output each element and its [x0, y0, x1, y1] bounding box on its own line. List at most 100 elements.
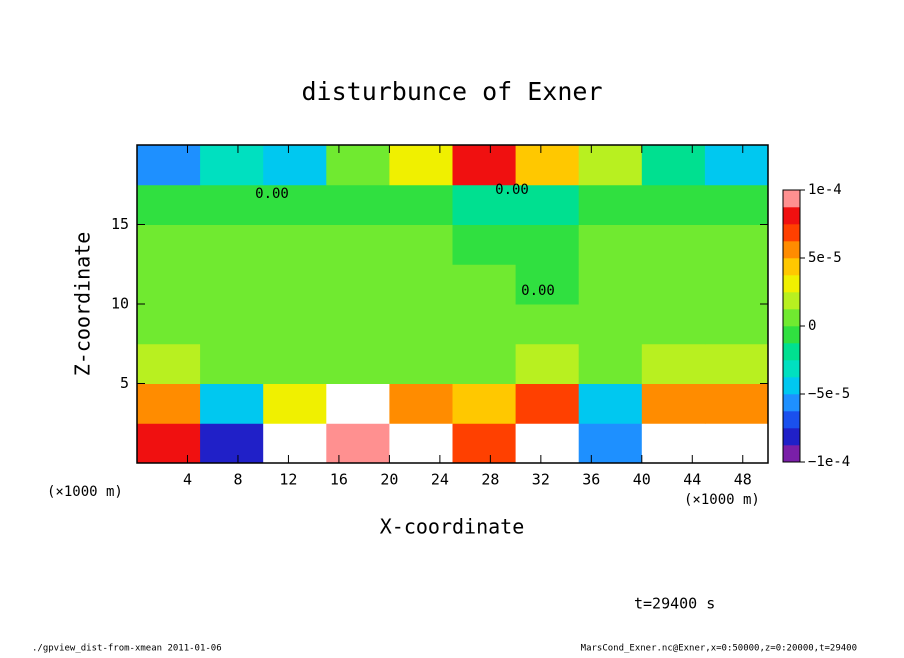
- heatmap-cell: [200, 343, 264, 384]
- heatmap-cell: [137, 343, 201, 384]
- heatmap-cell: [641, 304, 706, 345]
- x-tick-label: 40: [633, 471, 651, 489]
- heatmap-cell: [137, 224, 201, 265]
- heatmap-cell: [704, 145, 769, 186]
- heatmap-cell: [263, 304, 327, 345]
- heatmap-cell: [200, 145, 264, 186]
- x-tick-label: 44: [683, 471, 701, 489]
- heatmap-cell: [578, 304, 643, 345]
- heatmap-cell: [452, 383, 517, 424]
- heatmap-cell: [389, 383, 453, 424]
- heatmap-cell: [515, 383, 580, 424]
- heatmap-cell: [263, 423, 327, 464]
- colorbar-swatch: [783, 309, 800, 327]
- heatmap-cell: [515, 264, 580, 305]
- heatmap-cell: [704, 423, 769, 464]
- heatmap-cell: [326, 145, 390, 186]
- heatmap-cell: [326, 224, 390, 265]
- heatmap-cell: [641, 224, 706, 265]
- heatmap-cell: [452, 224, 517, 265]
- heatmap-cell: [263, 264, 327, 305]
- colorbar-tick-label: 5e-5: [808, 250, 842, 266]
- heatmap-cell: [578, 184, 643, 225]
- x-tick-label: 48: [734, 471, 752, 489]
- y-axis-label: Z-coordinate: [71, 232, 95, 377]
- colorbar-tick-label: −1e-4: [808, 454, 850, 470]
- colorbar-swatch: [783, 428, 800, 446]
- x-tick-label: 24: [431, 471, 449, 489]
- heatmap-cell: [200, 423, 264, 464]
- heatmap-cell: [137, 184, 201, 225]
- heatmap-cell: [137, 145, 201, 186]
- heatmap-cell: [137, 423, 201, 464]
- colorbar-swatch: [783, 326, 800, 344]
- colorbar-swatch: [783, 275, 800, 293]
- colorbar-swatch: [783, 241, 800, 259]
- heatmap-cell: [137, 383, 201, 424]
- heatmap-cell: [389, 423, 453, 464]
- x-tick-label: 28: [481, 471, 499, 489]
- heatmap-cell: [704, 264, 769, 305]
- heatmap-cell: [263, 184, 327, 225]
- heatmap-cell: [452, 343, 517, 384]
- colorbar-swatch: [783, 411, 800, 429]
- heatmap-cell: [263, 343, 327, 384]
- footer-right: MarsCond_Exner.nc@Exner,x=0:50000,z=0:20…: [581, 644, 857, 654]
- heatmap-cell: [515, 145, 580, 186]
- heatmap-cell: [515, 423, 580, 464]
- heatmap-cell: [704, 224, 769, 265]
- contour-label: 0.00: [255, 186, 289, 202]
- heatmap-cell: [326, 304, 390, 345]
- contour-label: 0.00: [495, 182, 529, 198]
- colorbar-swatch: [783, 207, 800, 225]
- x-axis-label: X-coordinate: [380, 515, 525, 539]
- heatmap-cell: [200, 264, 264, 305]
- heatmap-cell: [389, 184, 453, 225]
- heatmap-cell: [578, 383, 643, 424]
- x-tick-label: 16: [330, 471, 348, 489]
- heatmap-cell: [641, 383, 706, 424]
- heatmap-cell: [641, 423, 706, 464]
- heatmap-cell: [641, 343, 706, 384]
- colorbar-swatch: [783, 360, 800, 378]
- chart-title: disturbunce of Exner: [301, 77, 602, 106]
- heatmap-cell: [578, 343, 643, 384]
- heatmap-cell: [452, 304, 517, 345]
- heatmap-cell: [263, 224, 327, 265]
- heatmap-cell: [578, 423, 643, 464]
- colorbar-swatch: [783, 343, 800, 361]
- x-tick-label: 4: [183, 471, 192, 489]
- colorbar-swatch: [783, 445, 800, 463]
- heatmap-cell: [578, 264, 643, 305]
- heatmap-cell: [515, 304, 580, 345]
- colorbar-swatch: [783, 258, 800, 276]
- colorbar-swatch: [783, 377, 800, 395]
- heatmap-cell: [137, 264, 201, 305]
- heatmap-cell: [704, 343, 769, 384]
- heatmap-cell: [515, 184, 580, 225]
- heatmap-cell: [389, 343, 453, 384]
- heatmap-cell: [200, 304, 264, 345]
- heatmap-cell: [515, 224, 580, 265]
- heatmap-cell: [641, 184, 706, 225]
- heatmap-cell: [263, 383, 327, 424]
- heatmap-cell: [578, 224, 643, 265]
- heatmap-cell: [200, 383, 264, 424]
- heatmap-cell: [452, 145, 517, 186]
- heatmap-cell: [326, 264, 390, 305]
- heatmap-cell: [200, 224, 264, 265]
- heatmap-cell: [389, 304, 453, 345]
- heatmap-cell: [704, 383, 769, 424]
- heatmap-cell: [452, 423, 517, 464]
- heatmap-cell: [200, 184, 264, 225]
- colorbar-swatch: [783, 224, 800, 242]
- colorbar-swatch: [783, 292, 800, 310]
- colorbar-tick-label: 1e-4: [808, 182, 842, 198]
- colorbar-tick-label: −5e-5: [808, 386, 850, 402]
- heatmap-cell: [326, 383, 390, 424]
- colorbar-swatch: [783, 394, 800, 412]
- heatmap-cell: [389, 264, 453, 305]
- footer-left: ./gpview_dist-from-xmean 2011-01-06: [32, 644, 222, 654]
- y-tick-label: 10: [111, 295, 129, 313]
